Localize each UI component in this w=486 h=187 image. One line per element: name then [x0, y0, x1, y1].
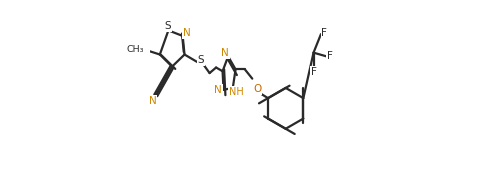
Text: N: N: [214, 85, 222, 95]
Text: F: F: [311, 67, 316, 77]
Text: N: N: [183, 28, 191, 38]
Text: O: O: [253, 84, 261, 94]
Text: N: N: [149, 96, 156, 105]
Text: S: S: [164, 21, 171, 31]
Text: F: F: [321, 28, 327, 38]
Text: N: N: [221, 48, 229, 58]
Text: CH₃: CH₃: [127, 45, 144, 54]
Text: S: S: [197, 55, 204, 65]
Text: NH: NH: [229, 87, 244, 97]
Text: F: F: [327, 51, 333, 61]
